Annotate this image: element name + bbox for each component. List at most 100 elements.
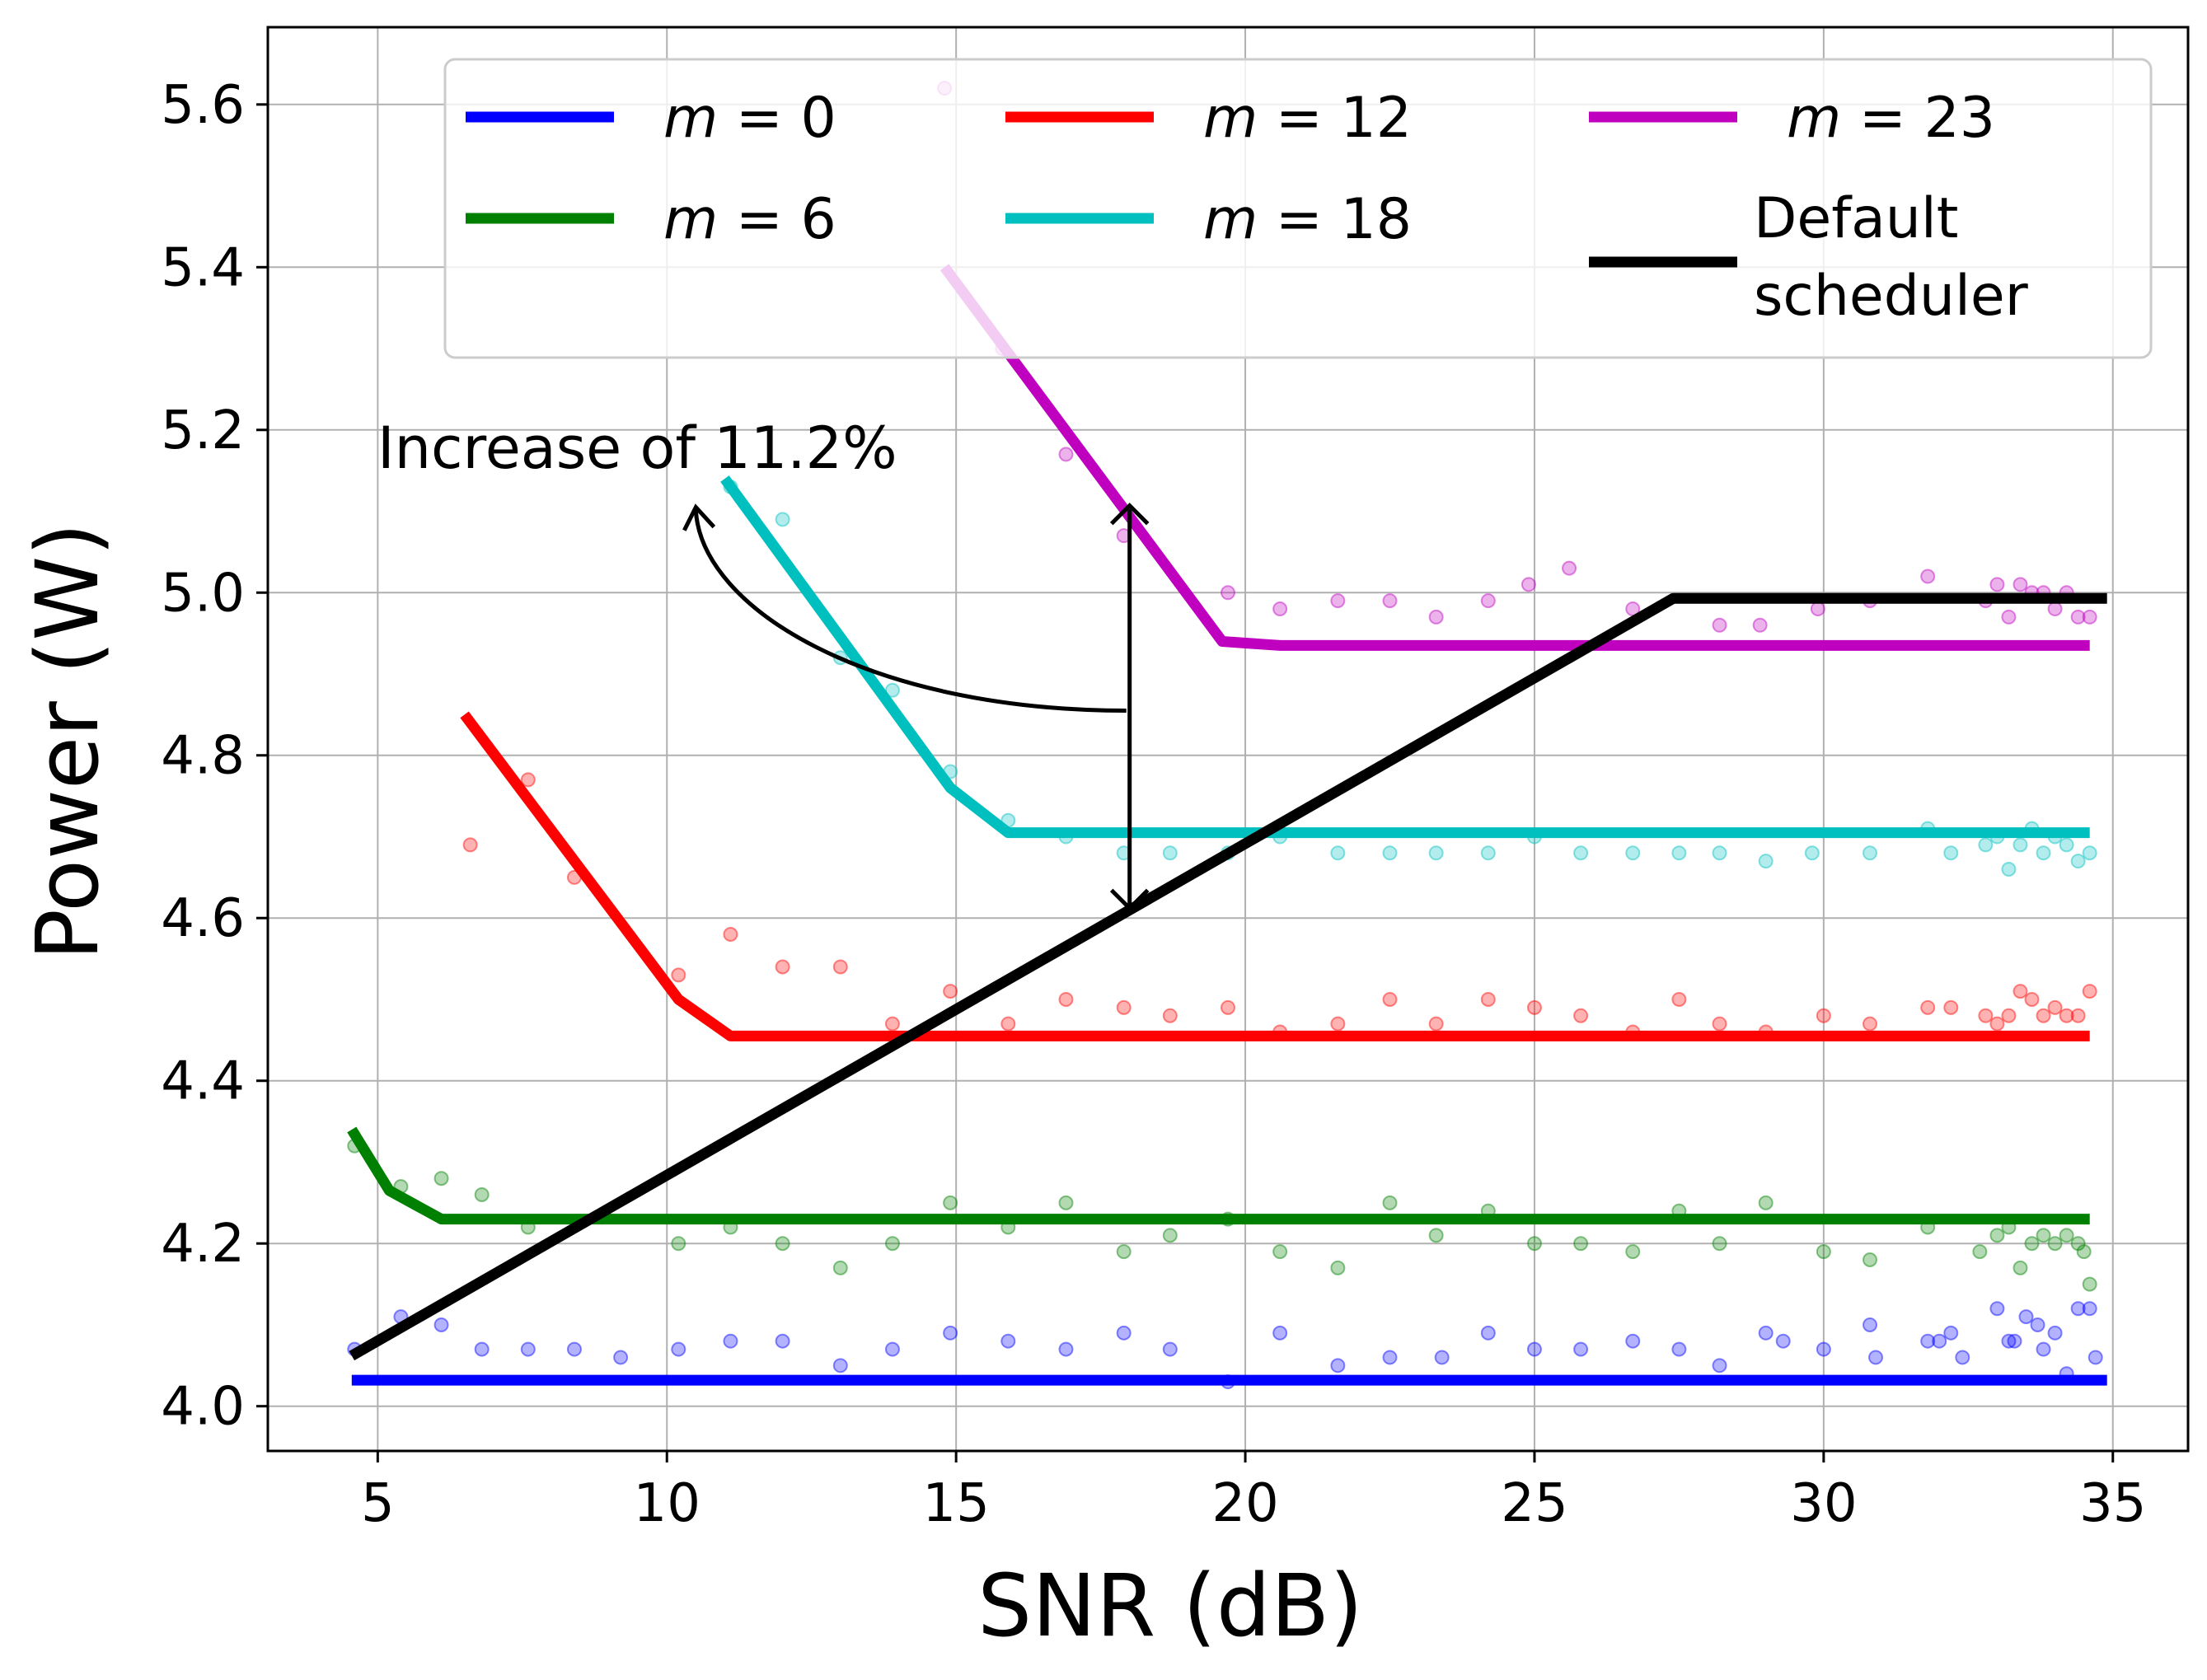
scatter-point-m6 (775, 1236, 790, 1252)
y-tick-label: 4.0 (161, 1377, 245, 1438)
scatter-point-m23 (1810, 601, 1825, 617)
legend-label-m-value: = 18 (1258, 187, 1412, 252)
legend-label-m-value: = 6 (718, 187, 836, 252)
y-axis-title: Power (W) (17, 522, 118, 960)
scatter-point-m23 (1752, 617, 1768, 633)
scatter-point-m12 (1526, 999, 1542, 1015)
scatter-point-m12 (1863, 1016, 1878, 1032)
scatter-point-m23 (1221, 585, 1235, 601)
scatter-point-m18 (2070, 854, 2086, 869)
scatter-point-m0 (2088, 1350, 2103, 1365)
series-line-m12 (460, 711, 2090, 1041)
curved-arrow (693, 510, 1127, 713)
scatter-point-m6 (1428, 1228, 1444, 1243)
scatter-point-m6 (943, 1195, 958, 1210)
scatter-point-m23 (1989, 577, 2005, 592)
scatter-point-m23 (1330, 593, 1346, 609)
scatter-point-m12 (462, 837, 478, 853)
scatter-point-m12 (1480, 991, 1496, 1007)
scatter-point-m6 (1816, 1244, 1831, 1260)
arrowhead-up (1109, 503, 1150, 526)
x-tick-label: 10 (634, 1473, 701, 1534)
legend-label-m-symbol: m (663, 187, 718, 252)
scatter-point-m0 (832, 1358, 848, 1373)
scatter-point-m23 (1382, 593, 1398, 609)
scatter-point-m0 (1382, 1350, 1398, 1365)
scatter-point-m18 (1943, 845, 1959, 861)
scatter-point-m6 (2024, 1236, 2040, 1252)
scatter-point-m0 (671, 1341, 686, 1357)
scatter-point-m23 (1428, 609, 1444, 625)
y-tick-label: 4.4 (161, 1051, 245, 1112)
scatter-point-m12 (1116, 999, 1132, 1015)
scatter-point-m12 (1943, 999, 1959, 1015)
scatter-point-m18 (2059, 837, 2074, 853)
curved-arrowhead (682, 503, 716, 531)
scatter-point-m0 (775, 1333, 790, 1349)
legend-label-m12: m = 12 (1203, 86, 1412, 151)
scatter-point-m6 (1972, 1244, 1988, 1260)
scatter-point-m12 (1162, 1008, 1178, 1023)
scatter-point-m6 (2076, 1244, 2092, 1260)
legend-label-m-symbol: m (1203, 86, 1258, 151)
scatter-point-m12 (723, 926, 738, 942)
scatter-point-m6 (1625, 1244, 1641, 1260)
scatter-point-m0 (1671, 1341, 1687, 1357)
x-tick-label: 5 (361, 1473, 395, 1534)
scatter-point-m6 (2013, 1260, 2028, 1275)
scatter-point-m18 (1625, 845, 1641, 861)
scatter-point-m6 (2059, 1228, 2074, 1243)
scatter-point-m0 (1758, 1325, 1774, 1341)
scatter-point-m6 (1758, 1195, 1774, 1210)
legend-label-m-value: = 0 (718, 86, 836, 151)
legend-label-m0: m = 0 (663, 86, 836, 151)
legend-label-default-line2: scheduler (1754, 264, 2028, 329)
x-tick-label: 15 (922, 1473, 989, 1534)
scatter-point-m0 (1816, 1341, 1831, 1357)
scatter-point-m6 (1989, 1228, 2005, 1243)
scatter-point-m0 (1434, 1350, 1450, 1365)
legend-label-m6: m = 6 (663, 187, 836, 252)
legend-label-m23: m = 23 (1787, 86, 1995, 151)
y-tick-label: 5.6 (161, 75, 245, 136)
scatter-point-m12 (671, 967, 686, 983)
scatter-point-m18 (884, 682, 900, 698)
scatter-point-m18 (1162, 845, 1178, 861)
scatter-point-m18 (1978, 837, 1994, 853)
scatter-point-m6 (1573, 1236, 1589, 1252)
x-tick-label: 25 (1501, 1473, 1567, 1534)
x-tick-label: 20 (1211, 1473, 1278, 1534)
scatter-point-m0 (943, 1325, 958, 1341)
scatter-point-m6 (2070, 1236, 2086, 1252)
annotation-label: Increase of 11.2% (377, 414, 897, 482)
y-tick-label: 4.2 (161, 1214, 245, 1275)
legend-label-m-symbol: m (1203, 187, 1258, 252)
scatter-point-m23 (2013, 577, 2028, 592)
x-tick-label: 30 (1790, 1473, 1857, 1534)
scatter-point-m12 (2001, 1008, 2017, 1023)
x-tick-label: 35 (2079, 1473, 2146, 1534)
y-tick-label: 4.8 (161, 726, 245, 787)
scatter-point-m12 (1989, 1016, 2005, 1032)
scatter-point-m23 (2047, 601, 2063, 617)
scatter-point-m18 (775, 512, 790, 527)
scatter-point-m0 (1330, 1358, 1346, 1373)
scatter-point-m6 (474, 1186, 490, 1202)
scatter-point-m0 (1712, 1358, 1727, 1373)
y-tick-label: 5.2 (161, 400, 245, 461)
scatter-point-m6 (1526, 1236, 1542, 1252)
scatter-point-m0 (2082, 1301, 2097, 1317)
scatter-point-m0 (1943, 1325, 1959, 1341)
scatter-point-m23 (1480, 593, 1496, 609)
scatter-point-m6 (671, 1236, 686, 1252)
legend-label-m-value: = 23 (1841, 86, 1995, 151)
scatter-point-m12 (2059, 1008, 2074, 1023)
scatter-point-m0 (2036, 1341, 2051, 1357)
scatter-point-m12 (1816, 1008, 1831, 1023)
scatter-point-m6 (1058, 1195, 1074, 1210)
legend-label-default-line1: Default (1754, 186, 1958, 251)
scatter-point-m23 (1272, 601, 1288, 617)
scatter-point-m0 (1920, 1333, 1936, 1349)
scatter-point-m0 (1625, 1333, 1641, 1349)
